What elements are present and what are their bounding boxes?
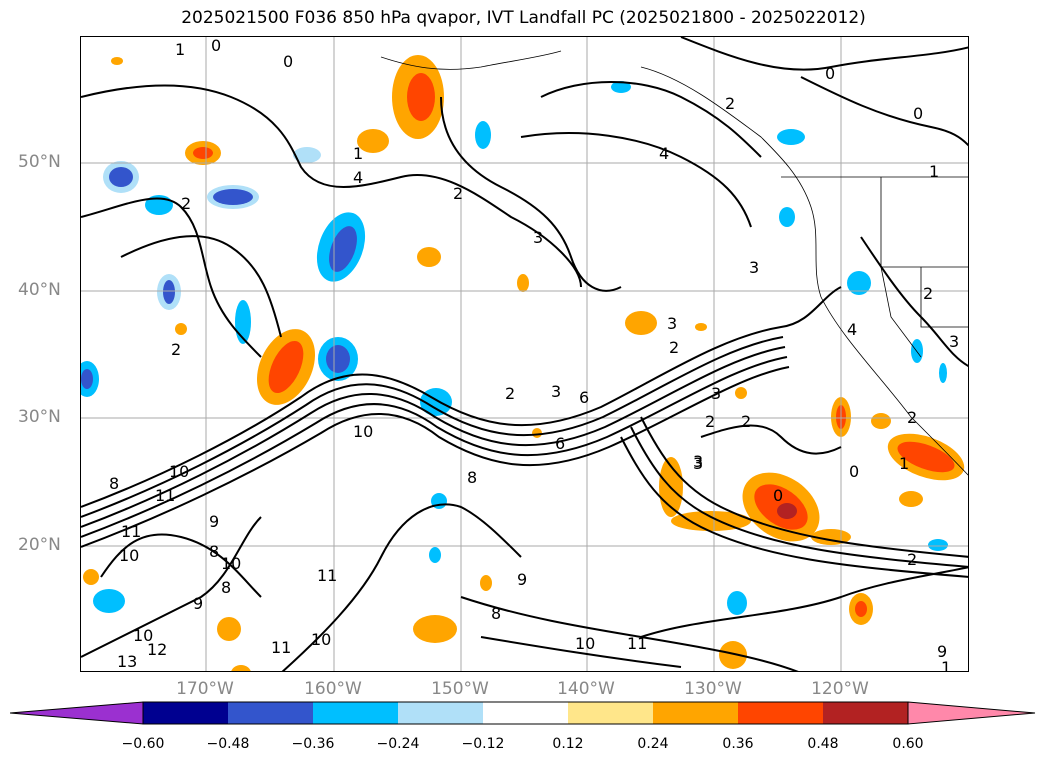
contour-label: 10 bbox=[119, 546, 139, 565]
colorbar-segment bbox=[313, 702, 398, 724]
colorbar-segment bbox=[653, 702, 738, 724]
contour-label: 11 bbox=[317, 566, 337, 585]
contour-label: 9 bbox=[937, 642, 947, 661]
contour-label: 1 bbox=[899, 454, 909, 473]
contour-label: 8 bbox=[109, 474, 119, 493]
contour-label: 4 bbox=[847, 320, 857, 339]
contour-label: 11 bbox=[627, 634, 647, 653]
contour-label: 2 bbox=[923, 284, 933, 303]
contour-label: 13 bbox=[117, 652, 137, 671]
colorbar-tick-label: 0.48 bbox=[807, 736, 839, 752]
colorbar-tick-label: −0.24 bbox=[376, 736, 420, 752]
contour-label: 1 bbox=[353, 144, 363, 163]
contour-label: 1 bbox=[175, 40, 185, 59]
contour-label: 10 bbox=[575, 634, 595, 653]
colorbar-tick-label: −0.48 bbox=[206, 736, 250, 752]
contour-label: 1 bbox=[929, 162, 939, 181]
colorbar-tick-label: 0.60 bbox=[892, 736, 924, 752]
contour-label: 2 bbox=[907, 408, 917, 427]
colorbar-segment bbox=[398, 702, 483, 724]
contour-label: 9 bbox=[517, 570, 527, 589]
contour-label: 8 bbox=[221, 578, 231, 597]
contour-label: 8 bbox=[467, 468, 477, 487]
colorbar-tick-label: 0.36 bbox=[722, 736, 754, 752]
contour-label: 2 bbox=[181, 194, 191, 213]
contour-label: 3 bbox=[551, 382, 561, 401]
contour-label: 10 bbox=[311, 630, 331, 649]
graticule bbox=[81, 37, 968, 671]
contour-label: 3 bbox=[533, 228, 543, 247]
contour-label: 10 bbox=[133, 626, 153, 645]
contour-label: 2 bbox=[453, 184, 463, 203]
contour-label: 3 bbox=[711, 384, 721, 403]
colorbar-segment bbox=[143, 702, 228, 724]
contour-label: 3 bbox=[949, 332, 959, 351]
contour-label: 2 bbox=[725, 94, 735, 113]
contour-label: 0 bbox=[913, 104, 923, 123]
contour-label: 12 bbox=[147, 640, 167, 659]
lat-label: 40°N bbox=[18, 280, 61, 300]
colorbar-tick-label: −0.12 bbox=[461, 736, 505, 752]
colorbar-tick-label: −0.60 bbox=[121, 736, 165, 752]
colorbar-segment bbox=[10, 701, 144, 725]
contour-label: 3 bbox=[749, 258, 759, 277]
lat-label: 30°N bbox=[18, 407, 61, 427]
contour-label: 9 bbox=[209, 512, 219, 531]
contour-label: 3 bbox=[693, 454, 703, 473]
contour-label: 2 bbox=[705, 412, 715, 431]
contour-label: 6 bbox=[555, 434, 565, 453]
lon-label: 120°W bbox=[811, 679, 869, 699]
contour-label: 2 bbox=[171, 340, 181, 359]
lon-label: 140°W bbox=[557, 679, 615, 699]
contour-label: 2 bbox=[907, 550, 917, 569]
contour-label: 10 bbox=[353, 422, 373, 441]
contour-label: 2 bbox=[669, 338, 679, 357]
colorbar-tick-label: −0.36 bbox=[291, 736, 335, 752]
contour-label: 1 bbox=[941, 658, 951, 672]
lat-label: 20°N bbox=[18, 535, 61, 555]
contour-label-layer: 1 0 0 1 2 4 2 3 4 2 0 0 1 3 2 4 3 3 2 3 … bbox=[109, 37, 959, 672]
lon-label: 160°W bbox=[304, 679, 362, 699]
map-title: 2025021500 F036 850 hPa qvapor, IVT Land… bbox=[181, 8, 866, 28]
colorbar-segment bbox=[568, 702, 653, 724]
contour-label: 0 bbox=[211, 37, 221, 55]
lon-label: 150°W bbox=[431, 679, 489, 699]
contour-label: 0 bbox=[773, 486, 783, 505]
contour-label: 11 bbox=[271, 638, 291, 657]
map-plot-area: 1 0 0 1 2 4 2 3 4 2 0 0 1 3 2 4 3 3 2 3 … bbox=[80, 36, 969, 672]
colorbar-segment bbox=[228, 702, 313, 724]
contour-label: 3 bbox=[667, 314, 677, 333]
contour-label: 0 bbox=[849, 462, 859, 481]
colorbar-outline bbox=[142, 701, 909, 725]
colorbar-tick-label: 0.24 bbox=[637, 736, 669, 752]
colorbar-segment bbox=[907, 701, 1036, 725]
ivt-contours bbox=[81, 37, 968, 671]
contour-label: 0 bbox=[825, 64, 835, 83]
contour-label: 6 bbox=[579, 388, 589, 407]
contour-label: 4 bbox=[353, 168, 363, 187]
coastlines bbox=[380, 50, 968, 476]
contour-label: 11 bbox=[155, 486, 175, 505]
shading-layer bbox=[81, 55, 965, 671]
contour-label: 2 bbox=[505, 384, 515, 403]
contour-label: 2 bbox=[741, 412, 751, 431]
colorbar-segment bbox=[483, 702, 568, 724]
colorbar-segment bbox=[738, 702, 823, 724]
contour-label: 8 bbox=[209, 542, 219, 561]
contour-label: 9 bbox=[193, 594, 203, 613]
contour-label: 3 bbox=[693, 452, 703, 471]
contour-label: 10 bbox=[169, 462, 189, 481]
colorbar-tick-label: 0.12 bbox=[552, 736, 584, 752]
colorbar bbox=[10, 701, 1036, 725]
lat-label: 50°N bbox=[18, 152, 61, 172]
contour-label: 8 bbox=[491, 604, 501, 623]
colorbar-segment bbox=[823, 702, 908, 724]
lon-label: 130°W bbox=[684, 679, 742, 699]
map-canvas: 1 0 0 1 2 4 2 3 4 2 0 0 1 3 2 4 3 3 2 3 … bbox=[81, 37, 968, 672]
contour-label: 10 bbox=[221, 554, 241, 573]
contour-label: 4 bbox=[659, 144, 669, 163]
contour-label: 0 bbox=[283, 52, 293, 71]
lon-label: 170°W bbox=[176, 679, 234, 699]
contour-label: 11 bbox=[121, 522, 141, 541]
